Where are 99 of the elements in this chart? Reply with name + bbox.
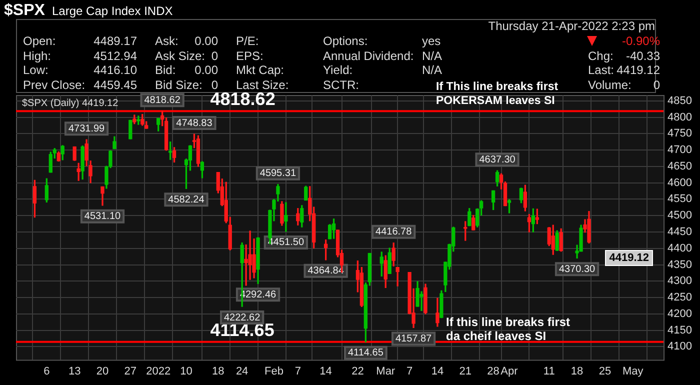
x-tick-label: 28 bbox=[487, 365, 500, 378]
x-tick-label: May bbox=[622, 365, 644, 378]
text: Prev Close: bbox=[23, 78, 86, 92]
y-tick-label: 4250 bbox=[668, 292, 692, 304]
text: Mkt Cap: bbox=[236, 63, 284, 77]
x-tick-label: 6 bbox=[44, 365, 50, 378]
annotation: 4818.62 bbox=[144, 94, 181, 106]
text: Options: bbox=[323, 34, 368, 48]
text: 4416.10 bbox=[94, 63, 137, 77]
x-tick-label: 7 bbox=[406, 365, 413, 378]
y-tick-label: 4850 bbox=[668, 94, 692, 107]
x-tick-label: 27 bbox=[124, 365, 137, 378]
annotation: 4531.10 bbox=[84, 211, 122, 222]
y-tick-label: 4150 bbox=[668, 324, 692, 336]
x-tick-label: Apr bbox=[500, 365, 518, 378]
annotation: POKERSAM leaves SI bbox=[436, 94, 555, 108]
text: EPS: bbox=[236, 49, 264, 63]
text: yes bbox=[422, 34, 441, 48]
ref-line-label: 4818.62 bbox=[210, 89, 276, 110]
text: N/A bbox=[422, 63, 442, 77]
y-tick-label: 4700 bbox=[668, 144, 692, 156]
text: 0 bbox=[653, 78, 660, 92]
text: Volume: bbox=[588, 78, 632, 92]
chart-title: $SPX bbox=[4, 2, 45, 20]
text: -0.90% bbox=[622, 34, 660, 48]
y-tick-label: 4350 bbox=[668, 258, 692, 271]
x-tick-label: 25 bbox=[598, 365, 612, 378]
text: Bid Size: bbox=[155, 78, 202, 92]
annotation: 4731.99 bbox=[68, 123, 106, 134]
annotation: 4595.31 bbox=[260, 168, 296, 180]
x-tick-label: 13 bbox=[68, 365, 81, 378]
x-tick-label: 22 bbox=[352, 365, 364, 378]
annotation: If this line breaks first bbox=[446, 315, 570, 329]
text: 0 bbox=[211, 78, 218, 92]
y-tick-label: 4550 bbox=[668, 193, 692, 206]
x-tick-label: 24 bbox=[236, 365, 248, 378]
annotation: 4157.87 bbox=[395, 333, 432, 344]
x-tick-label: Feb bbox=[264, 365, 284, 378]
y-tick-label: 4200 bbox=[668, 308, 692, 320]
text: 0 bbox=[211, 49, 218, 63]
text: Ask: bbox=[155, 34, 178, 48]
text: High: bbox=[23, 49, 52, 63]
annotation: da cheif leaves SI bbox=[446, 329, 546, 343]
candlestick bbox=[76, 162, 80, 181]
text: If This line breaks first bbox=[436, 80, 558, 94]
text: Ask Size: bbox=[155, 49, 206, 63]
text: 4419.12 bbox=[616, 63, 660, 77]
x-tick-label: 18 bbox=[212, 365, 224, 378]
y-tick-label: 4650 bbox=[668, 160, 692, 172]
text: Bid: bbox=[155, 63, 176, 77]
text: Last: bbox=[588, 63, 614, 77]
x-tick-label: 2022 bbox=[146, 365, 171, 378]
annotation: 4114.65 bbox=[348, 348, 384, 359]
candlestick bbox=[284, 202, 288, 232]
x-tick-label: 20 bbox=[96, 365, 109, 378]
annotation: 4451.50 bbox=[268, 237, 304, 248]
text: -40.33 bbox=[626, 49, 660, 63]
y-tick-label: 4500 bbox=[668, 210, 692, 222]
y-tick-label: 4600 bbox=[668, 176, 692, 189]
candlestick bbox=[420, 291, 424, 311]
text: SCTR: bbox=[323, 78, 359, 92]
text: Low: bbox=[23, 63, 48, 77]
text: 0.00 bbox=[194, 34, 218, 48]
x-tick-label: 18 bbox=[570, 365, 584, 378]
x-tick-label: 14 bbox=[431, 365, 444, 378]
x-tick-label: 7 bbox=[294, 365, 301, 378]
y-tick-label: 4300 bbox=[668, 275, 692, 288]
x-tick-label: 21 bbox=[459, 365, 472, 378]
text: Open: bbox=[23, 34, 56, 48]
text: Thursday 21-Apr-2022 2:23 pm bbox=[488, 19, 655, 33]
text: 4489.17 bbox=[94, 34, 137, 48]
text: Yield: bbox=[323, 63, 353, 77]
text: 0.00 bbox=[194, 63, 218, 77]
annotation: 4416.78 bbox=[376, 226, 412, 238]
text: 4512.94 bbox=[94, 49, 137, 63]
annotation: 4582.24 bbox=[168, 194, 205, 206]
x-tick-label: 11 bbox=[543, 365, 555, 378]
y-tick-label: 4800 bbox=[668, 111, 692, 124]
text: Annual Dividend: bbox=[323, 49, 414, 63]
annotation: 4637.30 bbox=[479, 154, 516, 166]
text: N/A bbox=[422, 49, 442, 63]
annotation: 4370.30 bbox=[558, 264, 596, 275]
y-tick-label: 4400 bbox=[668, 242, 692, 254]
y-tick-label: 4100 bbox=[668, 340, 692, 353]
y-tick-label: 4450 bbox=[668, 226, 692, 238]
chart-subtitle: Large Cap Index INDX bbox=[52, 4, 173, 18]
text: Chg: bbox=[588, 49, 614, 63]
annotation: 4419.12 bbox=[605, 250, 653, 266]
x-tick-label: Mar bbox=[376, 365, 396, 378]
candlestick bbox=[244, 244, 248, 286]
text: P/E: bbox=[236, 34, 259, 48]
x-tick-label: 10 bbox=[180, 365, 192, 378]
annotation: $SPX (Daily) 4419.12 bbox=[22, 97, 118, 111]
text: Last Size: bbox=[236, 78, 289, 92]
x-tick-label: 14 bbox=[320, 365, 332, 378]
text: 4459.45 bbox=[94, 78, 137, 92]
y-tick-label: 4750 bbox=[668, 128, 692, 140]
annotation: 4748.83 bbox=[176, 118, 213, 129]
annotation: 4222.62 bbox=[224, 312, 261, 324]
